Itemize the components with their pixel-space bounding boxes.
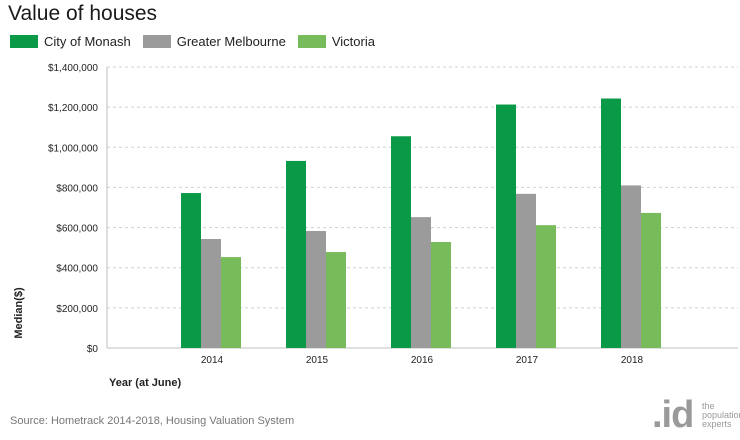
bar [516, 193, 536, 348]
x-tick-label: 2015 [306, 355, 329, 366]
bar [641, 212, 661, 348]
legend-item-victoria[interactable]: Victoria [297, 33, 375, 49]
y-tick-label: $600,000 [56, 224, 98, 235]
x-tick-label: 2018 [621, 355, 644, 366]
y-tick-label: $1,000,000 [48, 143, 98, 154]
legend-swatch [142, 34, 171, 48]
id-logo: .id the population experts [652, 394, 740, 436]
logo-mark: .id [652, 394, 694, 436]
logo-tagline-line: the [702, 401, 715, 411]
y-axis-title: Median($) [13, 287, 25, 339]
bar [411, 217, 431, 348]
bar [181, 193, 201, 348]
bar [601, 98, 621, 348]
legend-item-city-of-monash[interactable]: City of Monash [10, 34, 131, 49]
legend-label: Victoria [331, 33, 375, 49]
bar [326, 252, 346, 348]
logo-tagline-line: experts [702, 419, 732, 429]
bar [496, 104, 516, 348]
x-tick-label: 2014 [201, 355, 224, 366]
y-tick-label: $1,200,000 [48, 103, 98, 114]
x-axis-title: Year (at June) [109, 377, 181, 389]
chart-legend: City of Monash Greater Melbourne Victori… [10, 33, 387, 49]
chart-title: Value of houses [8, 2, 158, 25]
logo-tagline-line: population [702, 410, 740, 420]
bar [536, 225, 556, 348]
bar [391, 136, 411, 348]
y-tick-label: $1,400,000 [48, 63, 98, 74]
bar [221, 257, 241, 348]
x-tick-label: 2016 [411, 355, 434, 366]
legend-swatch [297, 34, 326, 48]
y-tick-label: $200,000 [56, 304, 98, 315]
legend-label: City of Monash [44, 33, 131, 49]
y-tick-label: $0 [87, 344, 99, 355]
y-tick-label: $800,000 [56, 183, 98, 194]
bar [431, 242, 451, 348]
x-tick-label: 2017 [516, 355, 539, 366]
logo-tagline: the population experts [702, 402, 740, 429]
bar [201, 239, 221, 348]
bar [286, 160, 306, 348]
source-note: Source: Hometrack 2014-2018, Housing Val… [10, 415, 295, 427]
y-tick-label: $400,000 [56, 264, 98, 275]
legend-label: Greater Melbourne [176, 33, 286, 49]
legend-item-greater-melbourne[interactable]: Greater Melbourne [142, 33, 286, 49]
bar [621, 185, 641, 348]
legend-swatch [10, 34, 38, 48]
bar [306, 230, 326, 348]
